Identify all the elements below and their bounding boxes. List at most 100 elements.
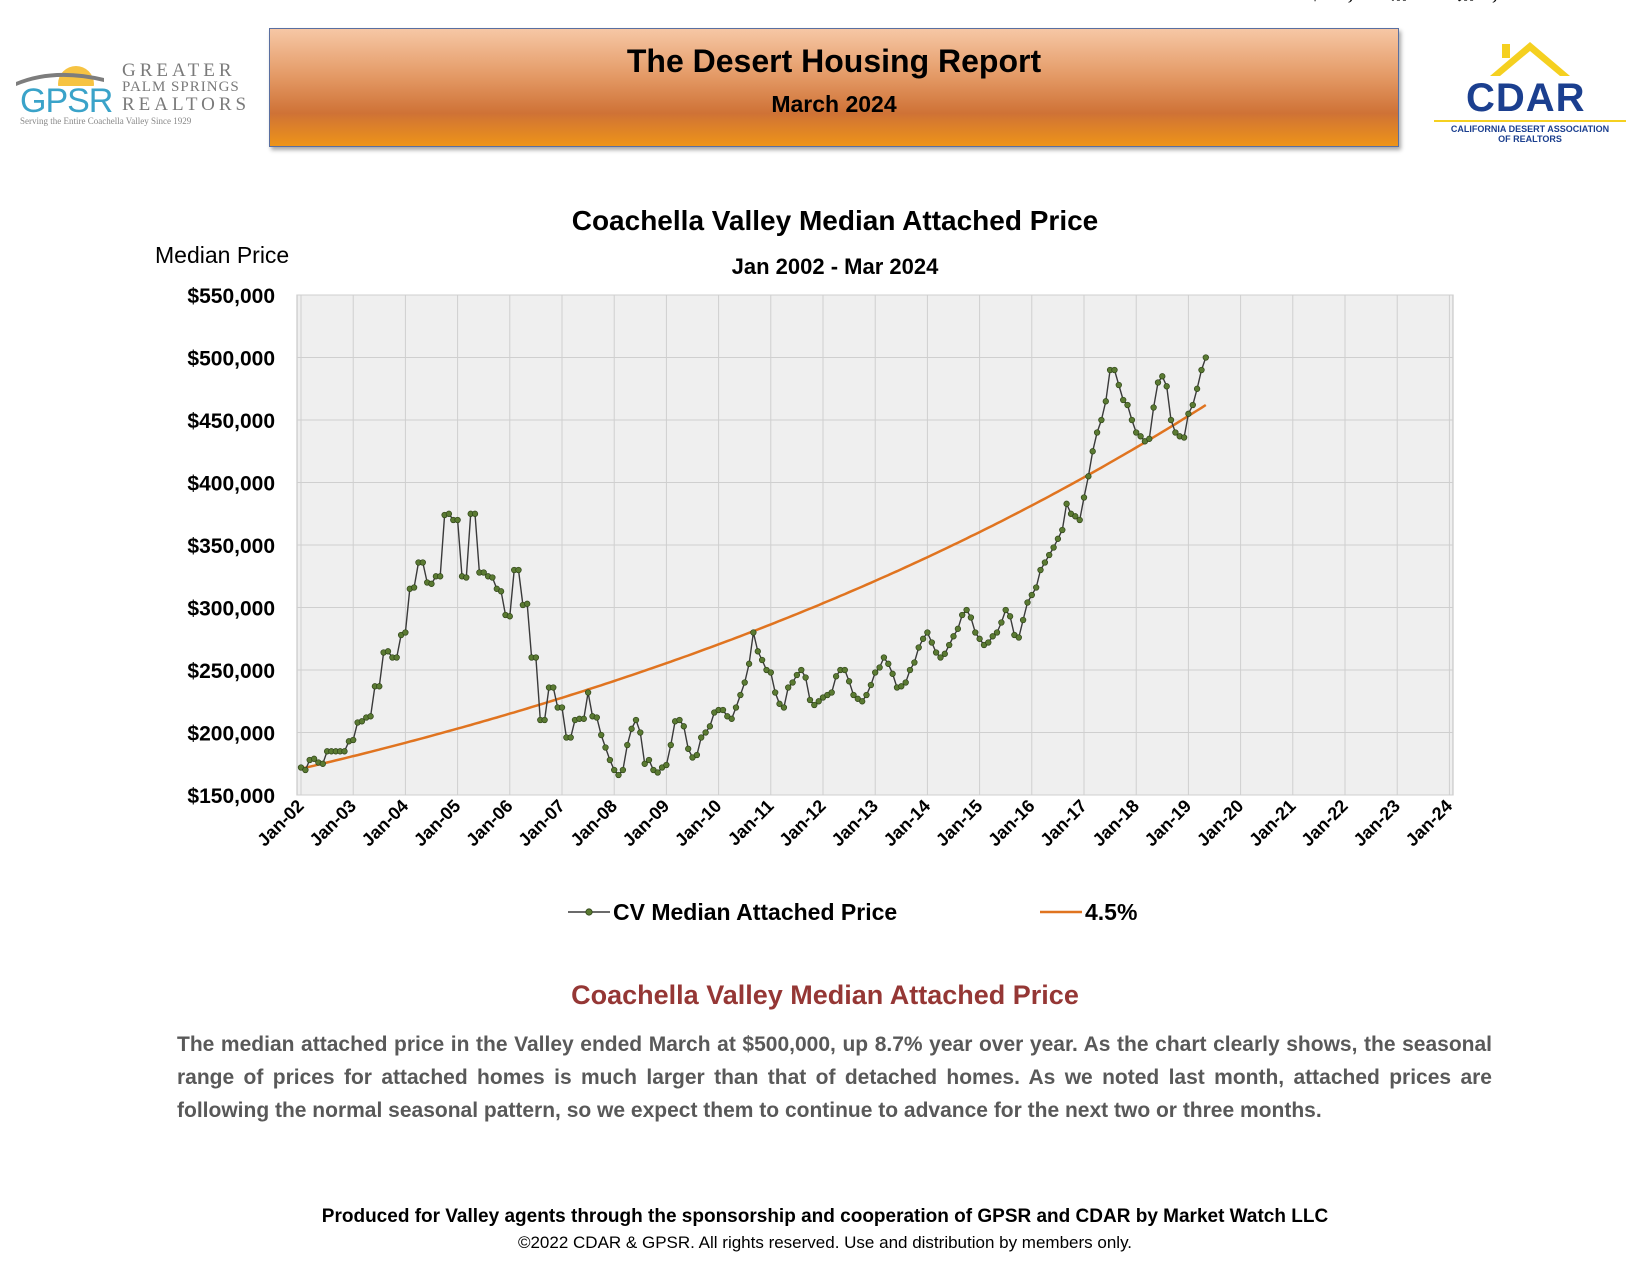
legend-price-label: CV Median Attached Price [613, 899, 897, 925]
data-point [754, 648, 761, 655]
data-point [524, 600, 531, 607]
data-point [497, 588, 505, 595]
data-point [793, 671, 801, 679]
data-point [789, 679, 796, 686]
gpsr-abbreviation: GPSR [20, 82, 113, 120]
data-point [310, 755, 318, 762]
legend: CV Median Attached Price 4.5% [568, 899, 1137, 925]
grid-lines [297, 294, 1453, 796]
data-point [928, 639, 935, 646]
data-point [732, 704, 740, 711]
data-point [941, 650, 948, 657]
data-point [946, 641, 953, 649]
data-point [676, 716, 683, 724]
data-point [384, 648, 392, 655]
data-point [780, 704, 788, 711]
x-tick-label: Jan-09 [619, 796, 673, 850]
x-tick-label: Jan-18 [1089, 796, 1143, 850]
data-point [737, 691, 744, 699]
data-point [541, 716, 548, 724]
cdar-name: CDAR [1466, 76, 1586, 120]
data-point [745, 660, 753, 667]
data-point [915, 644, 922, 651]
legend-price-marker [585, 908, 593, 916]
data-point [959, 611, 966, 619]
data-point [624, 741, 631, 749]
data-point [558, 704, 566, 711]
y-tick-label: $350,000 [187, 535, 275, 558]
data-point [645, 756, 653, 764]
data-point [1098, 416, 1105, 424]
data-point [954, 625, 962, 632]
data-point [628, 725, 635, 732]
data-point [402, 629, 409, 636]
data-point [845, 678, 853, 685]
x-tick-label: Jan-15 [932, 796, 986, 850]
y-tick-label: $150,000 [187, 785, 275, 808]
data-point [584, 689, 592, 696]
data-point [1089, 448, 1096, 455]
data-point [1019, 616, 1027, 624]
data-point [1167, 416, 1175, 424]
data-point [1080, 494, 1088, 501]
data-point [515, 566, 522, 574]
data-point [902, 679, 909, 686]
data-point [806, 696, 814, 704]
data-point [1154, 379, 1162, 386]
x-tick-label: Jan-20 [1193, 796, 1247, 850]
sun-icon [14, 66, 124, 92]
data-point [1041, 559, 1049, 566]
x-tick-label: Jan-17 [1036, 796, 1090, 850]
data-point [880, 654, 888, 661]
data-point [1006, 613, 1014, 620]
data-point [685, 745, 692, 752]
y-tick-label: $550,000 [187, 285, 275, 308]
x-tick-label: Jan-16 [984, 796, 1038, 850]
data-point [859, 698, 866, 705]
report-banner: The Desert Housing Report March 2024 [269, 28, 1399, 147]
gpsr-logo: GPSR GREATER PALM SPRINGS REALTORS Servi… [14, 52, 246, 132]
x-tick-label: Jan-10 [671, 796, 725, 850]
data-point [641, 760, 648, 767]
median-price-chart: Coachella Valley Median Attached Price J… [155, 0, 1526, 925]
data-point [637, 729, 644, 736]
data-point [615, 771, 622, 779]
y-tick-label: $400,000 [187, 473, 275, 496]
data-point [693, 751, 701, 759]
data-point [580, 715, 587, 722]
data-point [376, 683, 383, 690]
data-point [471, 510, 479, 517]
data-point [963, 606, 970, 614]
data-point [1120, 396, 1127, 404]
annotation-label: $500,000 [1454, 0, 1525, 5]
data-point [767, 669, 774, 676]
data-point [1202, 354, 1209, 361]
data-point [1189, 401, 1196, 409]
data-point [841, 666, 848, 674]
x-tick-label: Jan-24 [1402, 796, 1456, 850]
data-point [898, 683, 905, 690]
data-point [1128, 416, 1136, 424]
x-tick-label: Jan-13 [828, 796, 882, 850]
x-tick-label: Jan-11 [724, 796, 778, 850]
data-point [1033, 584, 1040, 591]
x-tick-label: Jan-08 [567, 796, 621, 850]
data-point [932, 649, 940, 656]
data-point [1076, 516, 1083, 524]
data-point [454, 516, 461, 524]
footer-sponsorship: Produced for Valley agents through the s… [321, 1206, 1329, 1227]
data-point [698, 734, 705, 741]
data-point [506, 613, 513, 620]
cdar-full-name: CALIFORNIA DESERT ASSOCIATION OF REALTOR… [1450, 124, 1610, 144]
data-point [550, 684, 557, 691]
data-point [750, 629, 757, 636]
data-point [1015, 634, 1022, 641]
y-tick-label: $500,000 [187, 348, 275, 371]
x-tick-label: Jan-03 [306, 796, 360, 850]
data-point [1002, 606, 1009, 614]
data-point [1163, 383, 1170, 390]
data-point [428, 580, 435, 587]
legend-trend-label: 4.5% [1085, 899, 1137, 925]
data-point [393, 654, 400, 661]
house-roof-icon [1434, 42, 1626, 122]
